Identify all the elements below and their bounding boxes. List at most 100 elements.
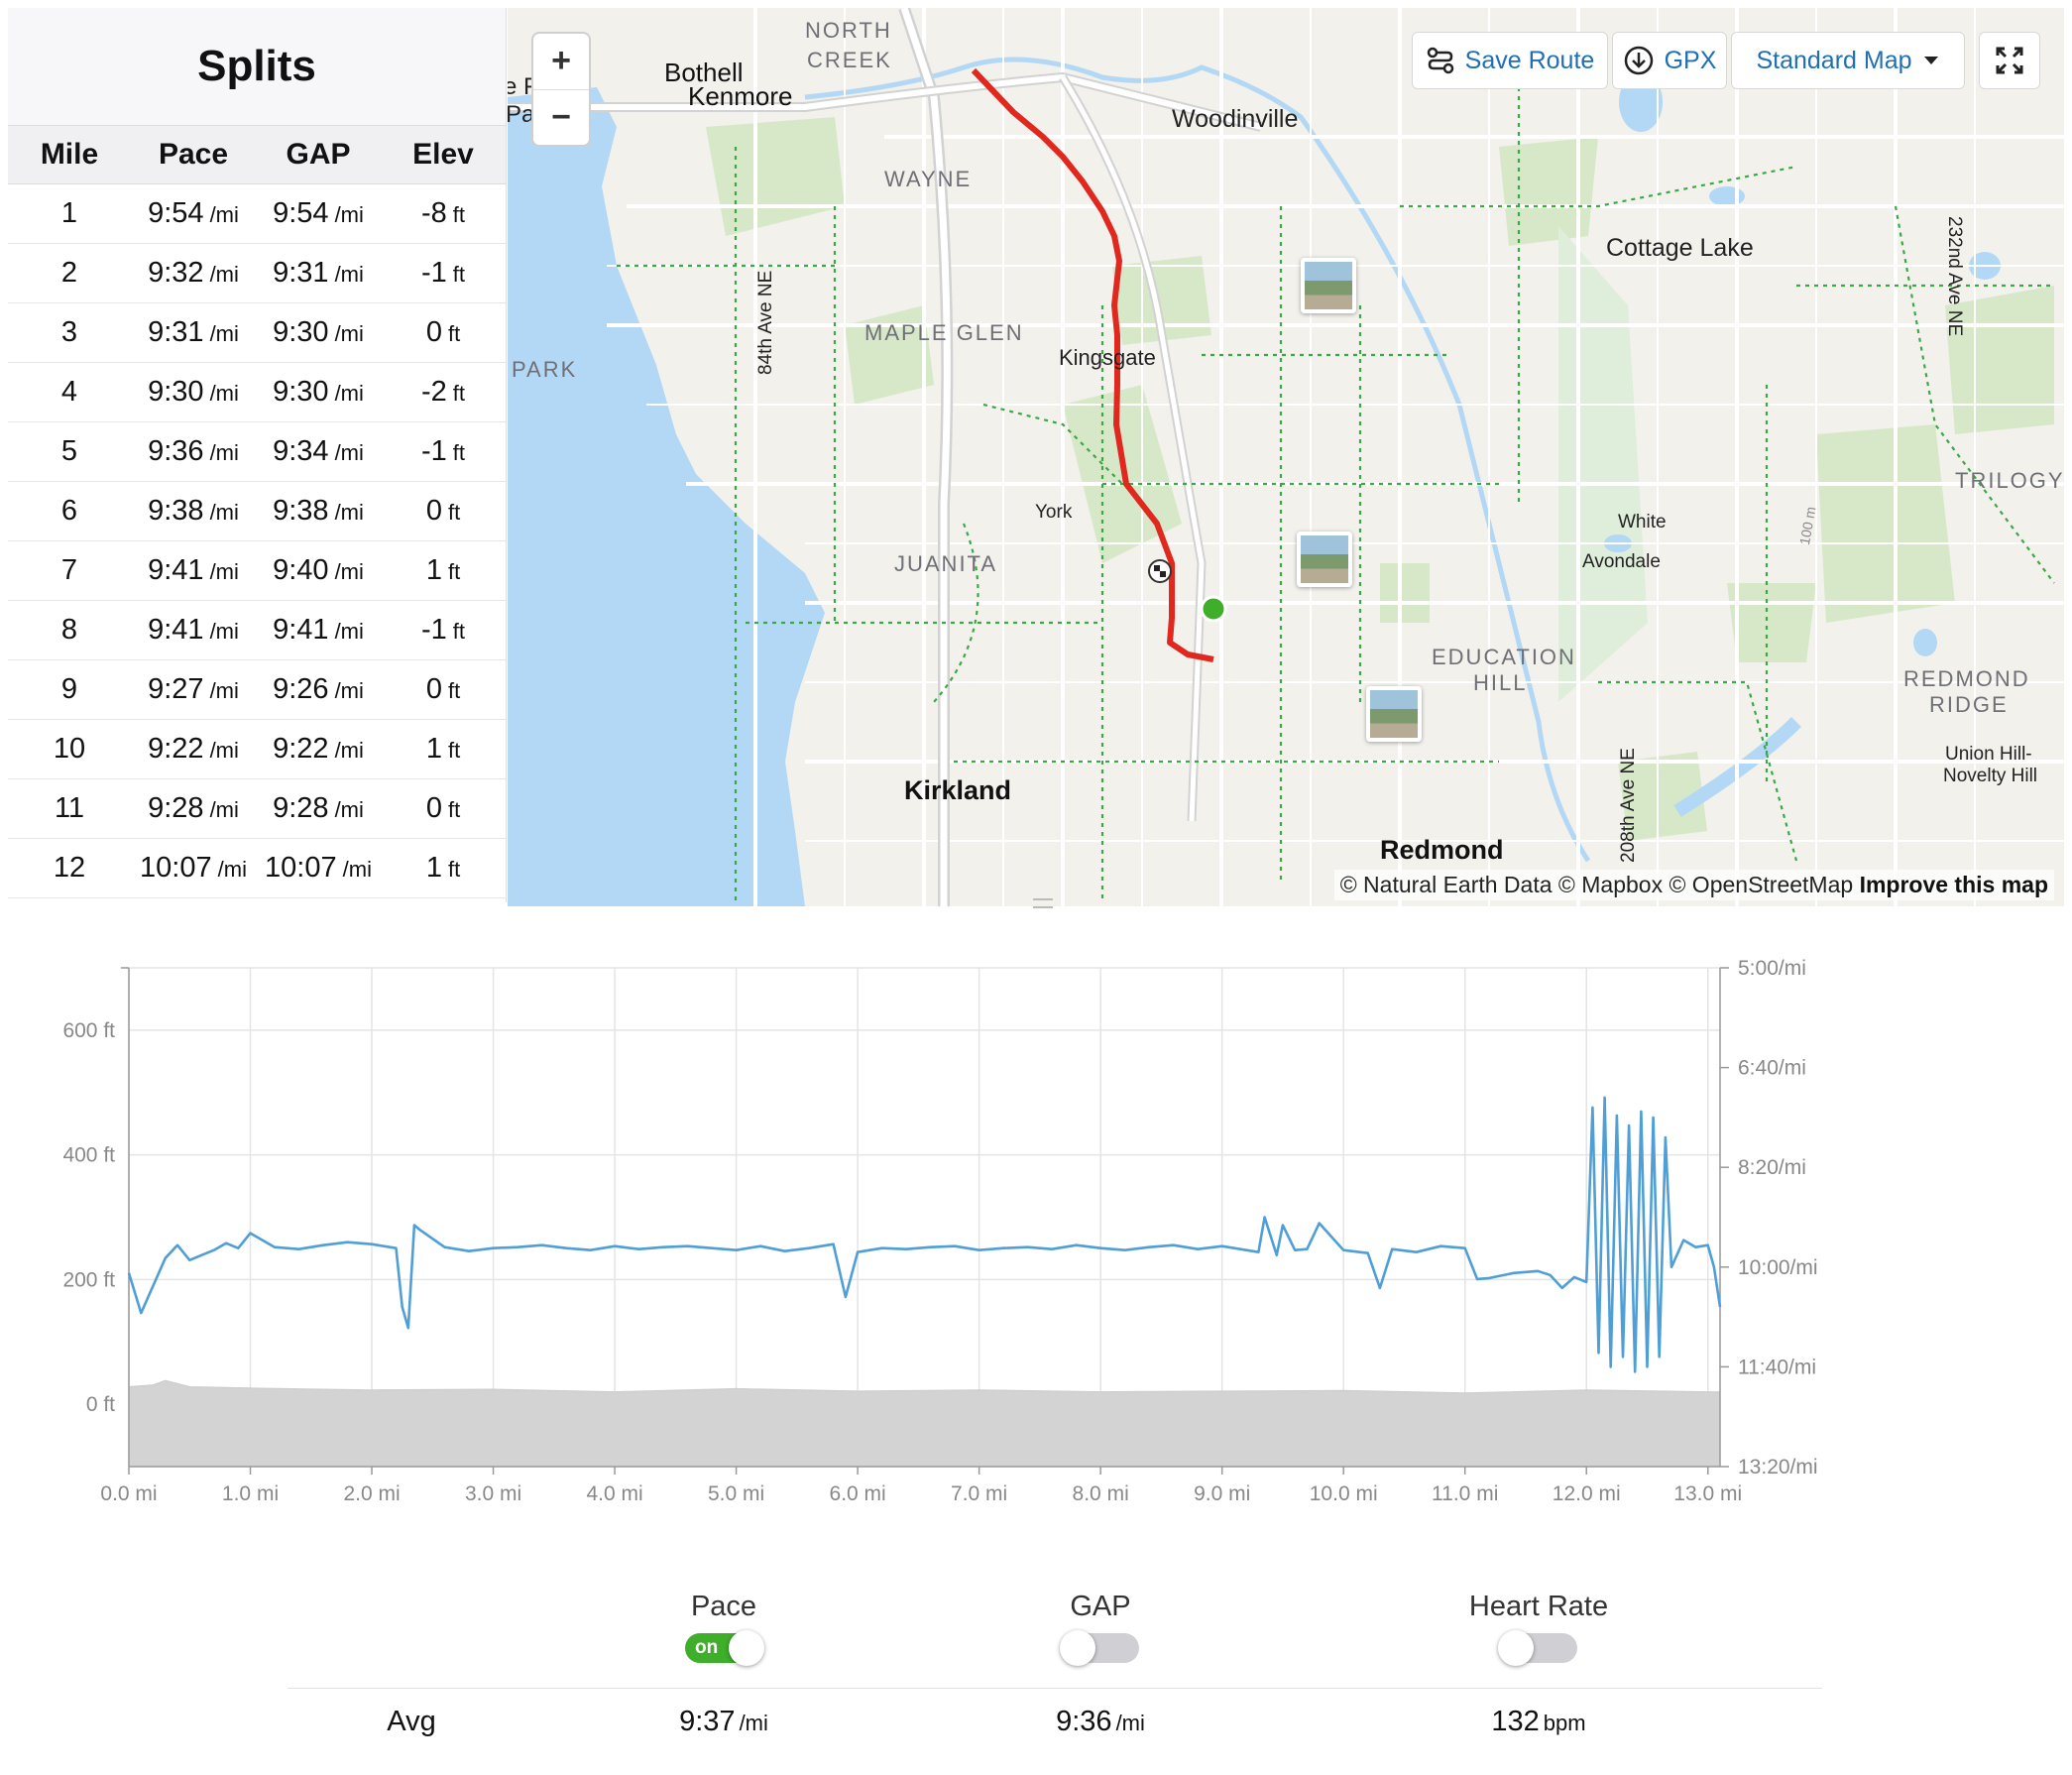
split-gap-value: 10:07	[265, 852, 337, 884]
column-header-pace[interactable]: Pace	[158, 138, 229, 171]
chart-svg: 0.0 mi 1.0 mi 2.0 mi 3.0 mi 4.0 mi 5.0 mi 6.0 …	[62, 957, 1817, 1505]
map-base-layer	[508, 8, 2064, 906]
split-row[interactable]: 12 10:07/mi 10:07/mi 1 ft	[8, 839, 506, 898]
map-label-white: White	[1618, 512, 1667, 532]
x-tick-label: 8.0 mi	[1073, 1482, 1129, 1505]
split-mile: 6	[8, 495, 131, 528]
route-photo-2[interactable]	[1297, 532, 1352, 587]
split-row[interactable]: 5 9:36/mi 9:34/mi -1 ft	[8, 422, 506, 482]
x-tick-label: 9.0 mi	[1194, 1482, 1250, 1505]
split-elev: 1 ft	[381, 852, 506, 885]
split-elev: -8 ft	[381, 197, 506, 230]
x-tick-label: 1.0 mi	[222, 1482, 279, 1505]
split-elev-unit: ft	[452, 381, 466, 406]
avg-label: Avg	[302, 1706, 520, 1738]
gap-toggle-label: GAP	[1070, 1591, 1131, 1622]
route-photo-1[interactable]	[1301, 258, 1356, 313]
gap-toggle[interactable]	[1060, 1630, 1139, 1666]
split-elev: 0 ft	[381, 792, 506, 825]
map-type-select[interactable]: Standard Map	[1731, 32, 1965, 89]
split-gap: 10:07/mi	[256, 852, 381, 885]
split-pace: 9:54/mi	[131, 197, 256, 230]
split-elev-unit: ft	[447, 321, 461, 346]
map-label-union-hill: Union Hill-	[1945, 744, 2032, 765]
split-gap-unit: /mi	[334, 321, 364, 346]
split-row[interactable]: 3 9:31/mi 9:30/mi 0 ft	[8, 303, 506, 363]
split-gap-value: 9:26	[273, 673, 329, 705]
avg-pace-unit: /mi	[739, 1711, 768, 1735]
x-tick-label: 3.0 mi	[465, 1482, 521, 1505]
map-label-84th-ave: 84th Ave NE	[755, 270, 776, 375]
split-gap: 9:30/mi	[256, 316, 381, 349]
split-mile-value: 2	[60, 257, 78, 289]
split-elev-unit: ft	[447, 678, 461, 703]
map-label-bothell: Bothell	[664, 58, 744, 87]
improve-map-link[interactable]: Improve this map	[1859, 872, 2048, 897]
split-elev: 0 ft	[381, 673, 506, 706]
pace-toggle[interactable]: on	[685, 1630, 764, 1666]
map-label-cut-2: Pa	[508, 101, 535, 128]
split-mile-value: 12	[53, 852, 86, 884]
gap-toggle-knob	[1060, 1630, 1095, 1666]
caret-down-icon	[1923, 57, 1938, 64]
split-row[interactable]: 6 9:38/mi 9:38/mi 0 ft	[8, 482, 506, 541]
split-row[interactable]: 8 9:41/mi 9:41/mi -1 ft	[8, 601, 506, 660]
split-gap-unit: /mi	[334, 202, 364, 227]
x-tick-label: 5.0 mi	[708, 1482, 764, 1505]
split-gap-value: 9:54	[273, 197, 329, 229]
zoom-in-button[interactable]: +	[533, 34, 589, 90]
split-pace: 9:28/mi	[131, 792, 256, 825]
map-label-cottage-lake: Cottage Lake	[1606, 234, 1754, 262]
split-gap: 9:26/mi	[256, 673, 381, 706]
split-row[interactable]: 7 9:41/mi 9:40/mi 1 ft	[8, 541, 506, 601]
map-label-redmond-ridge-line2: RIDGE	[1929, 692, 2009, 717]
zoom-out-button[interactable]: −	[551, 97, 571, 136]
heart-rate-toggle[interactable]	[1498, 1630, 1577, 1666]
split-gap-value: 9:30	[273, 376, 329, 408]
split-row[interactable]: 11 9:28/mi 9:28/mi 0 ft	[8, 779, 506, 839]
split-gap-value: 9:41	[273, 614, 329, 646]
right-tick-label: 8:20/mi	[1738, 1156, 1806, 1179]
split-elev-value: -1	[420, 435, 447, 467]
avg-pace: 9:37/mi	[615, 1706, 833, 1738]
split-elev-unit: ft	[447, 857, 461, 882]
route-photo-3[interactable]	[1366, 686, 1422, 742]
save-route-label: Save Route	[1464, 46, 1595, 74]
split-pace-value: 9:41	[148, 554, 204, 586]
split-elev-value: -2	[420, 376, 447, 408]
split-pace: 9:31/mi	[131, 316, 256, 349]
column-header-mile[interactable]: Mile	[40, 138, 99, 171]
split-mile-value: 4	[60, 376, 78, 408]
map-label-redmond-ridge: REDMOND	[1903, 666, 2030, 691]
fullscreen-button[interactable]	[1979, 32, 2040, 89]
split-mile: 9	[8, 673, 131, 706]
attribution-text: © Natural Earth Data © Mapbox © OpenStre…	[1339, 872, 1854, 897]
route-map[interactable]: NORTH CREEK Bothell Kenmore Woodinville …	[508, 8, 2064, 906]
save-route-button[interactable]: Save Route	[1412, 32, 1608, 89]
split-mile-value: 11	[54, 792, 85, 824]
column-header-elev[interactable]: Elev	[412, 138, 474, 171]
gpx-download-button[interactable]: GPX	[1612, 32, 1727, 89]
split-gap-unit: /mi	[334, 440, 364, 465]
split-pace: 9:27/mi	[131, 673, 256, 706]
split-row[interactable]: 2 9:32/mi 9:31/mi -1 ft	[8, 244, 506, 303]
split-pace-value: 9:36	[148, 435, 204, 467]
split-pace: 9:41/mi	[131, 554, 256, 587]
splits-title: Splits	[197, 42, 316, 90]
split-row[interactable]: 10 9:22/mi 9:22/mi 1 ft	[8, 720, 506, 779]
resize-handle[interactable]	[1033, 898, 1053, 908]
split-row[interactable]: 1 9:54/mi 9:54/mi -8 ft	[8, 184, 506, 244]
route-start-marker	[1200, 595, 1227, 623]
split-pace: 9:36/mi	[131, 435, 256, 468]
split-row[interactable]: 9 9:27/mi 9:26/mi 0 ft	[8, 660, 506, 720]
split-elev-unit: ft	[447, 738, 461, 763]
split-mile-value: 3	[60, 316, 78, 348]
split-elev-value: 0	[425, 316, 442, 348]
split-elev: 1 ft	[381, 733, 506, 766]
avg-heart-rate: 132 bpm	[1430, 1706, 1648, 1738]
split-gap: 9:54/mi	[256, 197, 381, 230]
column-header-gap[interactable]: GAP	[286, 138, 351, 171]
pace-elevation-chart[interactable]: 0.0 mi 1.0 mi 2.0 mi 3.0 mi 4.0 mi 5.0 mi 6.0 …	[8, 898, 2064, 1521]
split-row[interactable]: 4 9:30/mi 9:30/mi -2 ft	[8, 363, 506, 422]
split-gap: 9:38/mi	[256, 495, 381, 528]
